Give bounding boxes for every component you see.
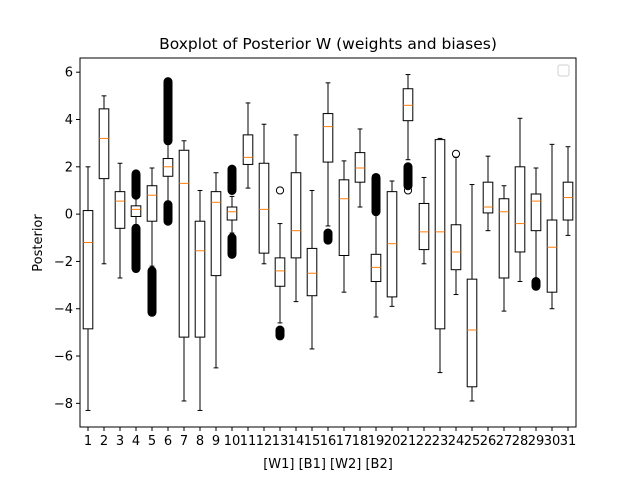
box-27	[498, 198, 510, 279]
x-tick-label: 14	[288, 434, 305, 449]
x-tick-label: 30	[544, 434, 561, 449]
legend-box	[557, 64, 570, 77]
y-tick-label: −8	[54, 397, 73, 412]
box-21	[402, 88, 414, 122]
box-8	[194, 220, 206, 338]
box-9	[210, 191, 222, 277]
x-tick-label: 17	[336, 434, 353, 449]
box-1	[82, 210, 94, 330]
x-tick-label: 29	[528, 434, 545, 449]
box-24	[450, 224, 462, 271]
outlier-band	[163, 77, 173, 146]
outlier-band	[371, 172, 381, 217]
y-tick-label: −4	[54, 302, 73, 317]
box-12	[258, 162, 270, 254]
x-tick-label: 10	[224, 434, 241, 449]
box-29	[530, 193, 542, 232]
x-tick-label: 20	[384, 434, 401, 449]
outlier-band	[227, 164, 237, 195]
x-tick-label: 7	[180, 434, 188, 449]
x-axis-label: [W1] [B1] [W2] [B2]	[263, 457, 393, 472]
outlier-band	[131, 169, 141, 200]
outlier-point	[275, 186, 285, 195]
box-10	[226, 206, 238, 221]
x-tick-label: 25	[464, 434, 481, 449]
x-tick-label: 1	[84, 434, 92, 449]
box-28	[514, 166, 526, 253]
box-18	[354, 152, 366, 183]
x-tick-label: 21	[400, 434, 417, 449]
outlier-band	[323, 228, 333, 245]
axes-frame	[79, 57, 577, 428]
x-tick-label: 22	[416, 434, 433, 449]
box-16	[322, 113, 334, 163]
x-tick-label: 5	[148, 434, 156, 449]
x-tick-label: 27	[496, 434, 513, 449]
outlier-point	[451, 149, 461, 158]
box-30	[546, 219, 558, 293]
x-tick-label: 23	[432, 434, 449, 449]
x-tick-label: 4	[132, 434, 140, 449]
box-17	[338, 179, 350, 257]
outlier-band	[227, 233, 237, 259]
outlier-band	[275, 325, 285, 341]
x-tick-label: 31	[560, 434, 577, 449]
outlier-band	[403, 162, 413, 191]
box-19	[370, 253, 382, 283]
outlier-band	[131, 223, 141, 274]
x-tick-label: 3	[116, 434, 124, 449]
y-tick-label: 2	[65, 160, 73, 175]
box-26	[482, 181, 494, 214]
y-tick-label: 0	[65, 208, 73, 223]
x-tick-label: 26	[480, 434, 497, 449]
y-tick-label: −6	[54, 350, 73, 365]
outlier-band	[531, 277, 541, 291]
box-23	[434, 139, 446, 330]
box-5	[146, 185, 158, 222]
box-13	[274, 257, 286, 287]
outlier-band	[163, 200, 173, 226]
x-tick-label: 8	[196, 434, 204, 449]
y-tick-label: −2	[54, 255, 73, 270]
x-tick-label: 2	[100, 434, 108, 449]
box-3	[114, 191, 126, 229]
box-6	[162, 158, 174, 177]
chart-title: Boxplot of Posterior W (weights and bias…	[159, 35, 497, 53]
outlier-point	[403, 186, 413, 195]
x-tick-label: 24	[448, 434, 465, 449]
x-tick-label: 12	[256, 434, 273, 449]
box-11	[242, 134, 254, 165]
x-tick-label: 19	[368, 434, 385, 449]
box-7	[178, 149, 190, 338]
outlier-band	[147, 266, 157, 317]
box-15	[306, 247, 318, 297]
x-tick-label: 13	[272, 434, 289, 449]
box-20	[386, 191, 398, 298]
box-22	[418, 202, 430, 251]
x-tick-label: 15	[304, 434, 321, 449]
box-2	[98, 108, 110, 180]
y-axis-label: Posterior	[31, 214, 46, 272]
box-4	[130, 205, 142, 217]
x-tick-label: 28	[512, 434, 529, 449]
y-tick-label: 4	[65, 113, 73, 128]
box-25	[466, 278, 478, 388]
x-tick-label: 6	[164, 434, 172, 449]
x-tick-label: 16	[320, 434, 337, 449]
box-31	[562, 181, 574, 221]
x-tick-label: 11	[240, 434, 257, 449]
x-tick-label: 18	[352, 434, 369, 449]
x-tick-label: 9	[212, 434, 220, 449]
box-14	[290, 172, 302, 259]
y-tick-label: 6	[65, 66, 73, 81]
